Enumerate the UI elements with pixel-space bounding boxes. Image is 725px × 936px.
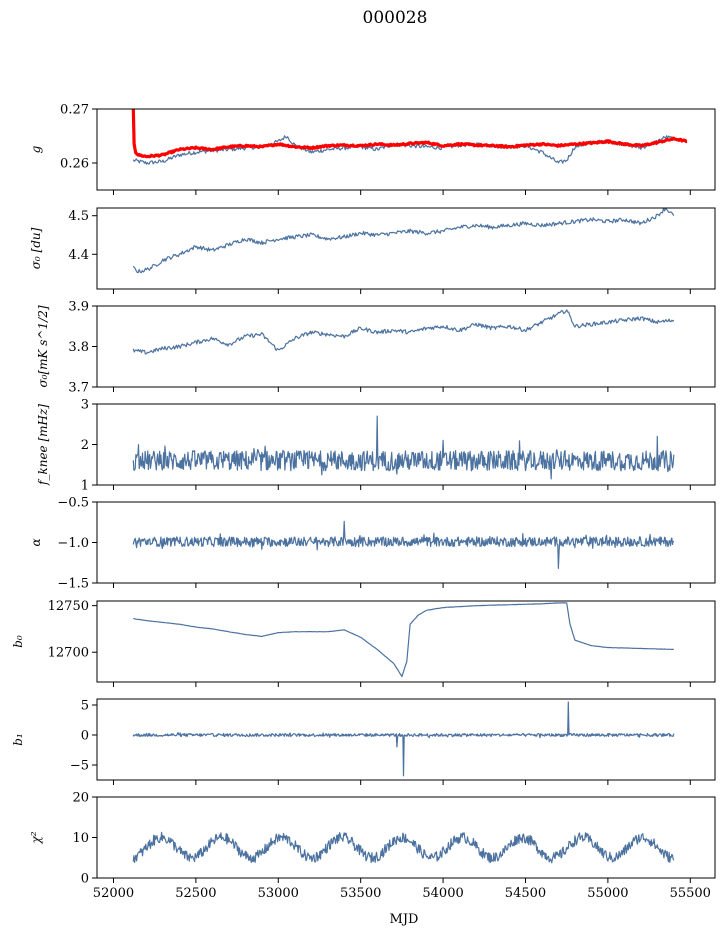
panel-6: 12700 12750 b₀ xyxy=(11,599,716,687)
panel-3: 3.7 3.8 3.9 σ₀[mK s^1/2] xyxy=(36,300,716,396)
x-tick-label: 55000 xyxy=(587,886,628,901)
series-line-main xyxy=(132,520,675,569)
series-line-main xyxy=(132,415,675,480)
y-tick-label: 10 xyxy=(72,831,89,846)
y-axis-label: b₁ xyxy=(11,733,25,746)
series-line-main xyxy=(132,831,675,864)
series-line-main xyxy=(132,701,675,777)
x-tick-label: 54000 xyxy=(422,886,463,901)
y-tick-label: 20 xyxy=(72,791,89,806)
series-line-main xyxy=(133,602,674,678)
y-tick-label: 12750 xyxy=(48,599,89,614)
panel-5: −1.5 −1.0 −0.5 α xyxy=(29,496,716,592)
y-tick-label: 4.5 xyxy=(68,209,89,224)
y-tick-label: 2 xyxy=(81,438,89,453)
axes-frame xyxy=(96,403,716,486)
x-tick-label: 55500 xyxy=(670,886,711,901)
y-tick-label: 0 xyxy=(81,872,89,887)
x-tick-label: 53000 xyxy=(258,886,299,901)
x-tick-label: 54500 xyxy=(505,886,546,901)
y-tick-label: 3.7 xyxy=(68,381,89,396)
axes-frame xyxy=(96,207,716,290)
figure-title: 000028 xyxy=(363,8,428,28)
y-tick-label: 0.27 xyxy=(60,103,89,118)
axes-frame xyxy=(96,305,716,388)
y-tick-label: 12700 xyxy=(48,646,89,661)
y-axis-label: f_knee [mHz] xyxy=(36,404,50,486)
series-line-main xyxy=(132,309,675,355)
x-tick-label: 52000 xyxy=(93,886,134,901)
y-tick-label: 0.26 xyxy=(60,157,89,172)
panels: 0.26 0.27 g 4.4 4.5 σ₀ [du] 3.7 3.8 3.9 σ₀[mK s^1… xyxy=(11,103,716,901)
y-tick-label: 3 xyxy=(81,398,89,413)
panel-7: −5 0 5 b₁ xyxy=(11,698,716,785)
x-tick-label: 52500 xyxy=(175,886,216,901)
y-tick-label: 3.9 xyxy=(68,300,89,315)
y-tick-label: 5 xyxy=(81,699,89,714)
y-axis-label: b₀ xyxy=(11,635,25,648)
axes-frame xyxy=(96,108,716,191)
y-tick-label: 4.4 xyxy=(68,248,89,263)
axes-frame xyxy=(96,698,716,781)
panel-4: 1 2 3 f_knee [mHz] xyxy=(36,398,716,494)
y-tick-label: −5 xyxy=(70,759,89,774)
x-axis-label: MJD xyxy=(390,912,419,927)
axes-frame xyxy=(96,600,716,683)
y-tick-label: 3.8 xyxy=(68,340,89,355)
y-tick-label: −1.0 xyxy=(57,536,89,551)
y-axis-label: σ₀ [du] xyxy=(29,227,43,269)
y-axis-label: g xyxy=(29,145,43,153)
y-tick-label: −0.5 xyxy=(57,496,89,511)
y-tick-label: 1 xyxy=(81,479,89,494)
panel-8: 0 10 20 52000 52500 53000 53500 54000 54500 55000… xyxy=(29,791,716,901)
y-axis-label: χ² xyxy=(29,831,43,844)
series-line-main xyxy=(132,208,675,274)
series-line-smoothed xyxy=(131,109,688,159)
y-tick-label: −1.5 xyxy=(57,577,89,592)
y-axis-label: α xyxy=(29,538,43,546)
y-tick-label: 0 xyxy=(81,729,89,744)
panel-2: 4.4 4.5 σ₀ [du] xyxy=(29,207,716,294)
panel-1: 0.26 0.27 g xyxy=(29,103,716,195)
y-axis-label: σ₀[mK s^1/2] xyxy=(36,305,50,387)
x-tick-label: 53500 xyxy=(340,886,381,901)
